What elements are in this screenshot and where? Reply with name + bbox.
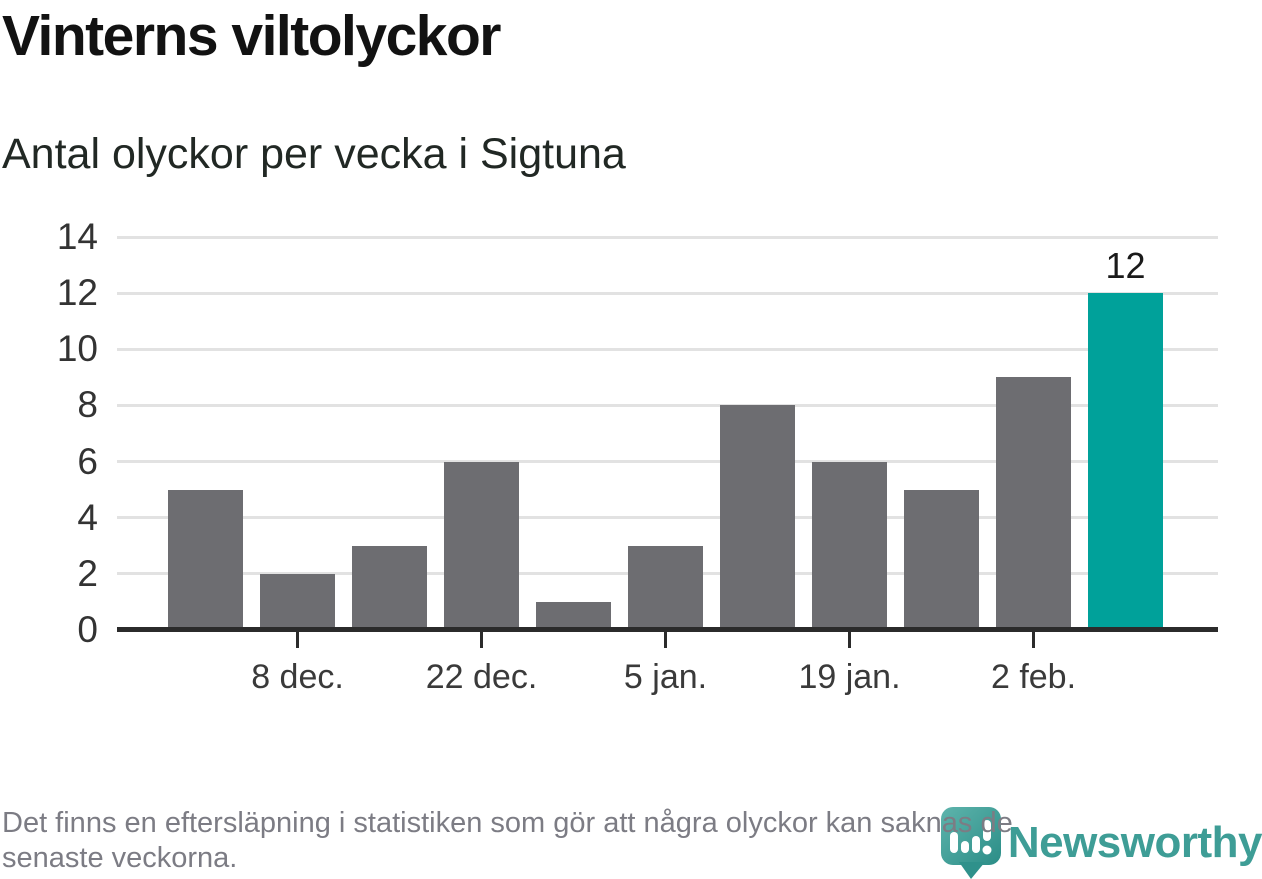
gridline-y12 (117, 291, 1218, 295)
footer-note-line2: senaste veckorna. (2, 842, 238, 874)
gridline-y10 (117, 347, 1218, 351)
x-tick-label: 19 jan. (798, 658, 901, 696)
x-axis-tick (480, 632, 483, 648)
gridline-y4 (117, 516, 1218, 520)
bar (904, 489, 979, 630)
bar (996, 377, 1071, 630)
chart-subtitle: Antal olyckor per vecka i Sigtuna (2, 130, 626, 178)
bar-highlighted (1088, 293, 1163, 630)
y-tick-label: 4 (77, 496, 98, 538)
bar-value-label: 12 (1105, 245, 1146, 287)
x-axis-line (117, 627, 1218, 632)
x-tick-label: 22 dec. (425, 658, 538, 696)
footer-note-line1: Det finns en eftersläpning i statistiken… (2, 807, 1013, 839)
bar (536, 601, 611, 630)
x-axis-tick (296, 632, 299, 648)
y-tick-label: 0 (77, 609, 98, 650)
x-axis-tick (848, 632, 851, 648)
newsworthy-logo-text: Newsworthy (1007, 818, 1262, 867)
bar (352, 545, 427, 630)
bar (812, 461, 887, 630)
y-tick-label: 6 (77, 440, 98, 482)
x-tick-label: 2 feb. (990, 658, 1077, 696)
footer-note: Det finns en eftersläpning i statistiken… (2, 806, 1260, 876)
x-axis-tick (1032, 632, 1035, 648)
bar (260, 573, 335, 630)
y-tick-label: 8 (77, 384, 98, 426)
x-tick-label: 5 jan. (623, 658, 708, 696)
gridline-y6 (117, 460, 1218, 464)
x-axis-tick (664, 632, 667, 648)
y-tick-label: 12 (56, 272, 98, 314)
y-tick-label: 2 (77, 552, 98, 594)
y-tick-label: 14 (56, 216, 98, 258)
bar (444, 461, 519, 630)
gridline-y8 (117, 403, 1218, 407)
y-tick-label: 10 (56, 328, 98, 370)
newsworthy-bubble-chart-icon (940, 807, 1001, 879)
bar-chart: 8 dec. 22 dec. 5 jan. 19 jan. 2 feb. 0 2 4 6 8 10 1… (56, 216, 1218, 696)
x-tick-label: 8 dec. (251, 658, 344, 696)
gridline-y14 (117, 235, 1218, 239)
bar (628, 545, 703, 630)
newsworthy-logo: Newsworthy (940, 803, 1262, 879)
bar (720, 405, 795, 630)
chart-title: Vinterns viltolyckor (2, 4, 501, 68)
bar (168, 489, 243, 630)
